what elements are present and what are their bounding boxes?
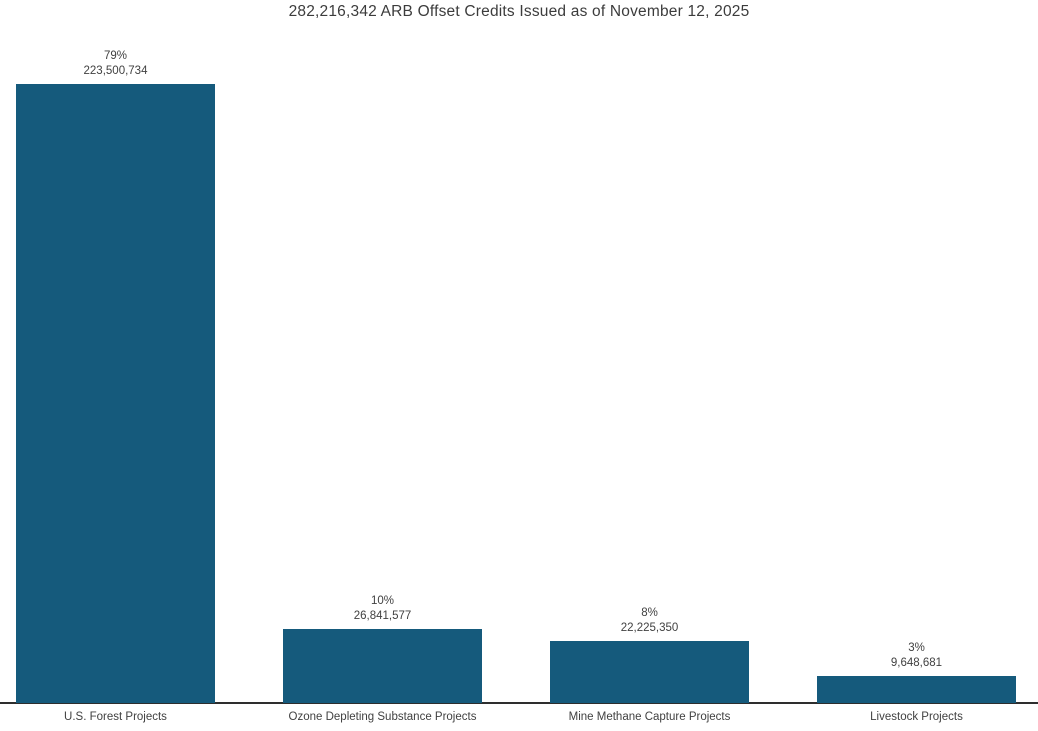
bar-count-text: 22,225,350 bbox=[620, 622, 679, 634]
bar-percent-text: 79% bbox=[103, 50, 128, 62]
category-label: Mine Methane Capture Projects bbox=[568, 711, 731, 723]
bar-value-label: 3% 9,648,681 bbox=[817, 641, 1016, 671]
bar-value-label: 10% 26,841,577 bbox=[283, 594, 482, 624]
chart-title: 282,216,342 ARB Offset Credits Issued as… bbox=[288, 3, 750, 20]
category-label: U.S. Forest Projects bbox=[64, 711, 167, 723]
bar bbox=[550, 641, 749, 703]
category-label: Livestock Projects bbox=[870, 711, 963, 723]
bar bbox=[16, 84, 215, 703]
category-label: Ozone Depleting Substance Projects bbox=[288, 711, 477, 723]
x-axis-line bbox=[0, 702, 1038, 704]
bar-percent-text: 3% bbox=[908, 642, 925, 654]
bar-count-text: 26,841,577 bbox=[353, 610, 412, 622]
bar-percent-text: 10% bbox=[370, 595, 395, 607]
bar-percent-text: 8% bbox=[641, 607, 658, 619]
bar-value-label: 8% 22,225,350 bbox=[550, 606, 749, 636]
bar-count-text: 9,648,681 bbox=[890, 657, 943, 669]
bar-count-text: 223,500,734 bbox=[83, 65, 148, 77]
bar-column: 10% 26,841,577 bbox=[283, 595, 482, 703]
bar-column: 3% 9,648,681 bbox=[817, 642, 1016, 703]
bar bbox=[817, 676, 1016, 703]
bar bbox=[283, 629, 482, 703]
bar-column: 79% 223,500,734 bbox=[16, 50, 215, 703]
bar-column: 8% 22,225,350 bbox=[550, 607, 749, 703]
bar-value-label: 79% 223,500,734 bbox=[16, 49, 215, 79]
